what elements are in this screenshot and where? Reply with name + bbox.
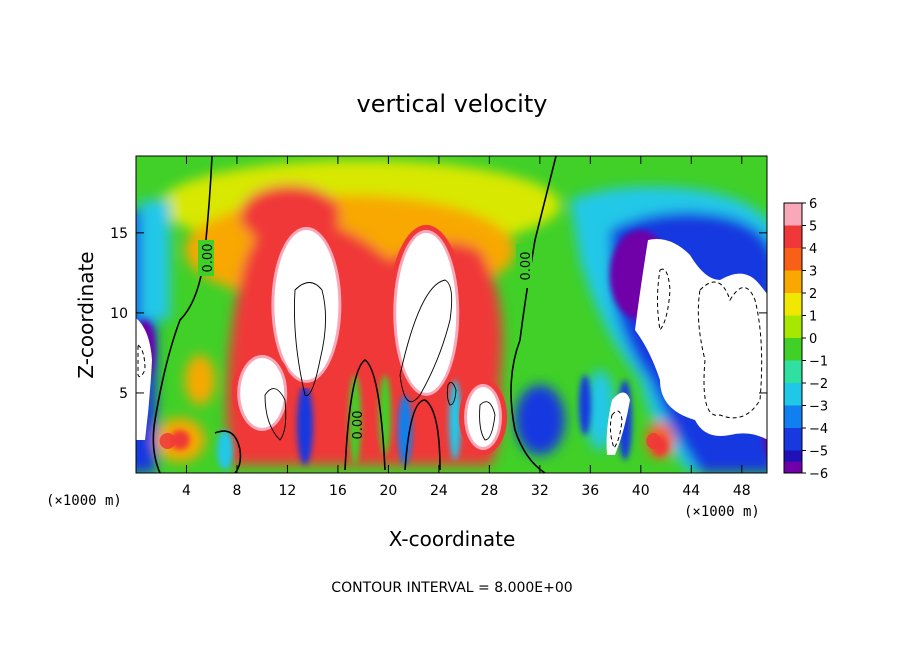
contour-label-bg (516, 244, 532, 288)
colorbar-swatch (784, 225, 802, 249)
colorbar-swatch (784, 428, 802, 451)
contour-interval-text: CONTOUR INTERVAL = 8.000E+00 (331, 580, 572, 596)
updraft-cell-core (396, 232, 457, 393)
x-tick-label: 8 (232, 483, 241, 499)
colorbar: 6 5 4 3 2 1 0 −1 −2 −3 −4 −5 −6 (783, 197, 828, 482)
colorbar-label: −3 (809, 400, 828, 415)
x-tick-label: 4 (182, 483, 191, 499)
colorbar-swatch (784, 338, 802, 361)
colorbar-swatch (784, 203, 802, 226)
colorbar-label: 2 (809, 287, 817, 302)
x-axis-ticks: 4 8 12 16 20 24 28 32 36 40 44 48 (182, 156, 751, 499)
updraft-cell (646, 432, 661, 449)
y-tick-label: 15 (110, 226, 128, 242)
updraft-cells (159, 200, 661, 455)
x-unit-label-right: (×1000 m) (684, 504, 760, 520)
contour-label-bg (198, 240, 214, 276)
velocity-field (136, 156, 767, 473)
colorbar-swatch (784, 315, 802, 339)
chart-title: vertical velocity (357, 90, 548, 118)
y-axis-ticks: 5 10 15 (110, 226, 767, 402)
colorbar-swatch (784, 405, 802, 429)
updraft-cell-core (240, 357, 285, 428)
colorbar-label: −5 (809, 445, 828, 460)
updraft-cell (263, 200, 300, 233)
colorbar-label: −6 (809, 467, 828, 482)
colorbar-label: 1 (809, 310, 817, 325)
zero-contours (152, 156, 557, 473)
contour-labels: 0.00 0.00 0.00 (198, 240, 534, 439)
colorbar-swatch (784, 248, 802, 271)
contour-label-center: 0.00 (351, 411, 366, 440)
x-tick-label: 24 (430, 483, 448, 499)
colorbar-label: 3 (809, 265, 817, 280)
x-tick-label: 20 (379, 483, 397, 499)
colorbar-swatch (784, 293, 802, 316)
x-axis-label: X-coordinate (389, 527, 516, 551)
x-tick-label: 32 (531, 483, 549, 499)
x-tick-label: 28 (480, 483, 498, 499)
colorbar-label: −2 (809, 377, 828, 392)
updraft-cell-core (274, 229, 339, 380)
colorbar-swatch (784, 270, 802, 294)
updraft-cell (159, 432, 176, 449)
contour-label-left: 0.00 (201, 244, 216, 273)
x-tick-label: 36 (581, 483, 599, 499)
y-tick-label: 10 (110, 306, 128, 322)
x-tick-label: 16 (329, 483, 347, 499)
contour-label-right: 0.00 (519, 252, 534, 281)
x-tick-label: 44 (682, 483, 700, 499)
colorbar-swatch (784, 461, 802, 473)
colorbar-swatch (784, 383, 802, 406)
updraft-cell-core (467, 386, 500, 447)
y-axis-label: Z-coordinate (74, 251, 98, 378)
colorbar-label: 5 (809, 220, 817, 235)
colorbar-label: 6 (809, 197, 817, 212)
colorbar-label: 4 (809, 242, 817, 257)
colorbar-label: −4 (809, 422, 828, 437)
colorbar-swatch (784, 360, 802, 384)
x-tick-label: 40 (632, 483, 650, 499)
colorbar-label: −1 (809, 355, 828, 370)
plot-frame (135, 155, 768, 474)
x-tick-label: 48 (733, 483, 751, 499)
x-unit-label-left: (×1000 m) (46, 493, 122, 509)
x-tick-label: 12 (279, 483, 297, 499)
downdraft-contours (137, 268, 763, 450)
colorbar-label: 0 (809, 332, 817, 347)
y-tick-label: 5 (119, 386, 128, 402)
updraft-contours (264, 279, 496, 441)
